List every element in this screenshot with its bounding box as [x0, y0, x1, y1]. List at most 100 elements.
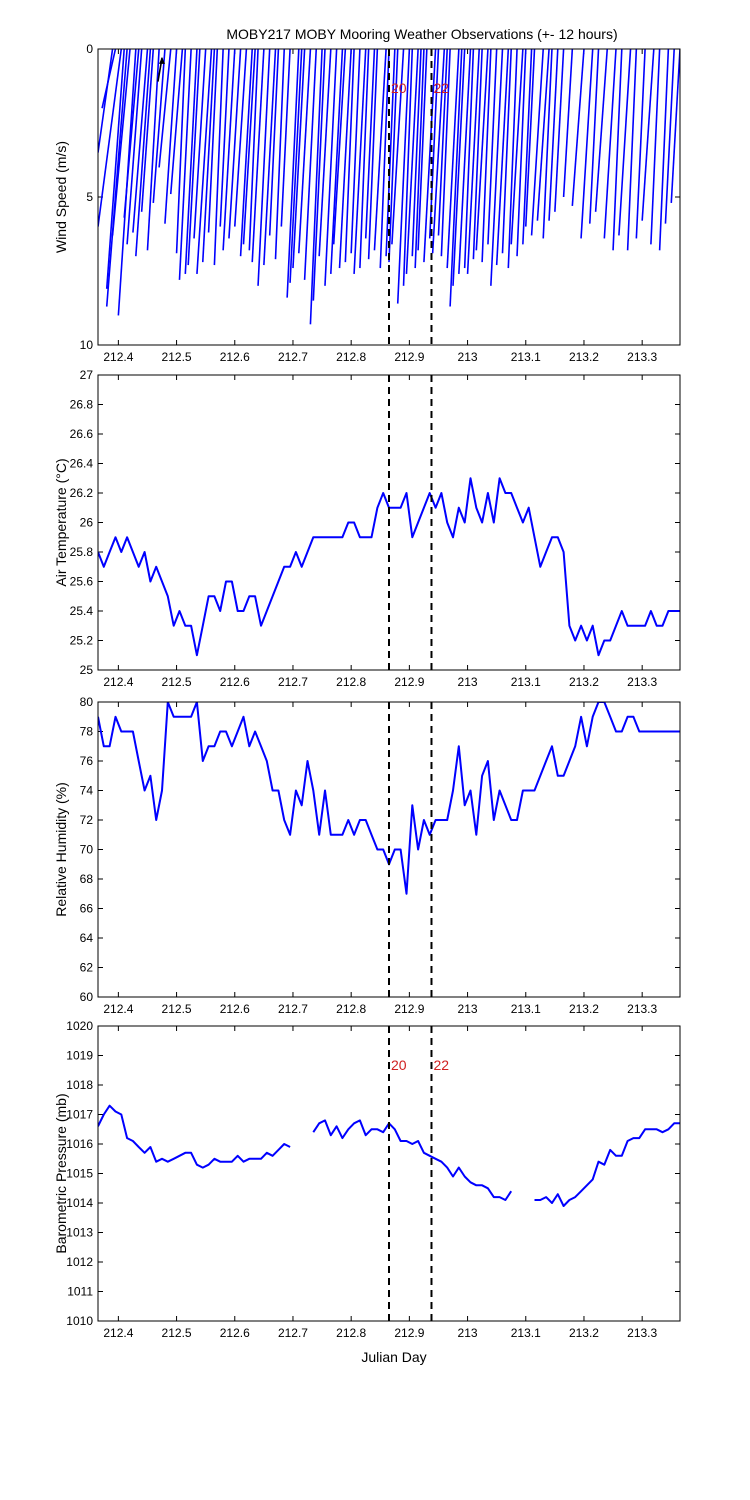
- wind-stick: [175, 49, 187, 254]
- y-tick-label: 64: [80, 931, 94, 945]
- wind-stick: [388, 49, 399, 263]
- wind-stick: [417, 49, 428, 251]
- y-tick-label: 1013: [66, 1226, 93, 1240]
- wind-stick: [152, 49, 166, 203]
- wind-stick: [309, 49, 323, 325]
- x-tick-label: 212.5: [162, 350, 192, 364]
- wind-stick: [146, 49, 160, 251]
- x-tick-label: 213: [458, 675, 478, 689]
- event-marker-label: 22: [433, 80, 449, 96]
- wind-stick: [268, 49, 280, 236]
- y-tick-label: 25: [80, 663, 94, 677]
- wind-stick: [411, 49, 422, 257]
- wind-stick: [487, 49, 498, 245]
- wind-stick: [402, 49, 414, 286]
- x-tick-label: 212.5: [162, 675, 192, 689]
- y-tick-label: 10: [80, 338, 94, 352]
- x-tick-label: 213.2: [569, 675, 599, 689]
- x-tick-label: 212.8: [336, 675, 366, 689]
- wind-stick: [466, 49, 481, 275]
- x-tick-label: 213.1: [511, 1002, 541, 1016]
- wind-stick: [233, 49, 248, 227]
- wind-stick: [524, 49, 536, 227]
- y-tick-label: 0: [86, 42, 93, 56]
- wind-stick: [530, 49, 545, 236]
- y-tick-label: 26: [80, 516, 94, 530]
- wind-arrowhead: [159, 56, 166, 64]
- wind-stick: [580, 49, 594, 239]
- wind-stick: [123, 49, 140, 218]
- wind-stick: [475, 49, 489, 251]
- x-tick-label: 212.9: [394, 675, 424, 689]
- y-tick-label: 26.4: [70, 457, 94, 471]
- wind-stick: [571, 49, 585, 206]
- event-marker-label: 20: [391, 80, 407, 96]
- wind-stick: [169, 49, 184, 195]
- wind-stick: [280, 49, 291, 227]
- plot-frame: [97, 1025, 681, 1322]
- x-tick-label: 213.1: [511, 1326, 541, 1340]
- x-tick-label: 212.7: [278, 675, 308, 689]
- wind-stick: [297, 49, 312, 254]
- x-tick-label: 212.4: [103, 350, 133, 364]
- wind-stick: [196, 49, 213, 275]
- x-tick-label: 212.8: [336, 1326, 366, 1340]
- x-tick-label: 212.4: [103, 675, 133, 689]
- wind-stick: [396, 49, 411, 304]
- wind-stick: [437, 49, 448, 236]
- wind-stick: [219, 49, 230, 227]
- x-tick-label: 213.3: [627, 1002, 657, 1016]
- wind-stick: [641, 49, 655, 221]
- event-marker-label: 22: [433, 1057, 449, 1073]
- wind-stick: [338, 49, 352, 269]
- plot-frame: [97, 48, 681, 346]
- y-tick-label: 1018: [66, 1078, 93, 1092]
- wind-stick: [292, 49, 306, 269]
- wind-stick: [344, 49, 355, 263]
- wind-stick: [350, 49, 361, 254]
- wind-stick: [391, 49, 405, 245]
- y-tick-label: 78: [80, 725, 94, 739]
- y-axis-label: Wind Speed (m/s): [53, 141, 69, 253]
- series-line: [98, 1104, 291, 1169]
- wind-stick: [440, 49, 451, 257]
- wind-stick: [367, 49, 379, 260]
- y-tick-label: 26.8: [70, 398, 94, 412]
- wind-stick: [242, 49, 256, 245]
- plot-frame: [97, 374, 681, 671]
- wind-stick: [522, 49, 533, 245]
- x-tick-label: 212.5: [162, 1002, 192, 1016]
- wind-stick: [618, 49, 632, 236]
- y-tick-label: 1017: [66, 1108, 93, 1122]
- wind-stick: [330, 49, 344, 275]
- wind-stick: [588, 49, 600, 224]
- y-tick-label: 76: [80, 754, 94, 768]
- y-tick-label: 25.8: [70, 545, 94, 559]
- y-tick-label: 1019: [66, 1049, 93, 1063]
- wind-stick: [178, 49, 192, 280]
- x-tick-label: 212.8: [336, 1002, 366, 1016]
- panel-wind: 0 5 10 212.4 212.5 212.6 212.7 212.8 212.9 213 213…: [53, 42, 681, 364]
- wind-stick: [379, 49, 390, 269]
- y-tick-label: 68: [80, 872, 94, 886]
- x-tick-label: 213: [458, 1002, 478, 1016]
- y-tick-label: 1011: [67, 1285, 93, 1299]
- panel-relative_humidity: 60 62 64 66 68 70 72 74 76 78 80 212.4 212.5 212.6 212…: [53, 695, 681, 1016]
- wind-stick: [603, 49, 617, 239]
- wind-stick: [658, 49, 670, 251]
- wind-stick: [158, 49, 172, 168]
- x-tick-label: 212.8: [336, 350, 366, 364]
- series-line: [312, 1119, 513, 1201]
- y-tick-label: 80: [80, 695, 94, 709]
- wind-stick: [542, 49, 553, 239]
- y-tick-label: 1016: [66, 1137, 93, 1151]
- panel-barometric_pressure: 1010 1011 1012 1013 1014 1015 1016 1017 1018 1019…: [53, 1019, 681, 1340]
- wind-stick: [562, 49, 574, 198]
- wind-stick: [414, 49, 425, 269]
- x-tick-label: 212.5: [162, 1326, 192, 1340]
- wind-stick: [664, 49, 675, 224]
- y-tick-label: 60: [80, 990, 94, 1004]
- x-tick-label: 212.7: [278, 350, 308, 364]
- x-tick-label: 212.9: [394, 1326, 424, 1340]
- wind-stick: [650, 49, 661, 245]
